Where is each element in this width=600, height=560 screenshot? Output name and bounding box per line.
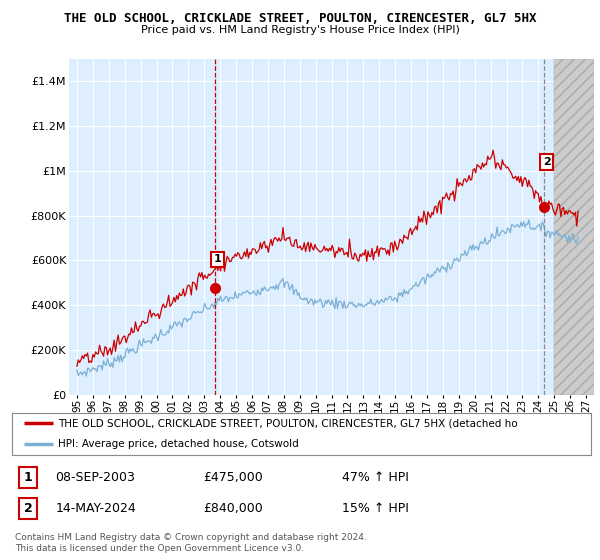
Text: 1: 1 bbox=[24, 470, 32, 484]
Text: THE OLD SCHOOL, CRICKLADE STREET, POULTON, CIRENCESTER, GL7 5HX: THE OLD SCHOOL, CRICKLADE STREET, POULTO… bbox=[64, 12, 536, 25]
Text: 47% ↑ HPI: 47% ↑ HPI bbox=[342, 470, 409, 484]
Text: 08-SEP-2003: 08-SEP-2003 bbox=[55, 470, 136, 484]
Text: 2: 2 bbox=[24, 502, 32, 515]
Text: £840,000: £840,000 bbox=[203, 502, 263, 515]
Text: HPI: Average price, detached house, Cotswold: HPI: Average price, detached house, Cots… bbox=[58, 439, 299, 449]
FancyBboxPatch shape bbox=[19, 466, 37, 488]
Text: 1: 1 bbox=[214, 254, 221, 264]
FancyBboxPatch shape bbox=[19, 498, 37, 519]
Text: 14-MAY-2024: 14-MAY-2024 bbox=[55, 502, 136, 515]
Text: £475,000: £475,000 bbox=[203, 470, 263, 484]
Text: 2: 2 bbox=[543, 157, 550, 167]
Text: THE OLD SCHOOL, CRICKLADE STREET, POULTON, CIRENCESTER, GL7 5HX (detached ho: THE OLD SCHOOL, CRICKLADE STREET, POULTO… bbox=[58, 418, 518, 428]
Bar bbox=[554, 59, 594, 395]
Text: Contains HM Land Registry data © Crown copyright and database right 2024.
This d: Contains HM Land Registry data © Crown c… bbox=[15, 533, 367, 553]
Text: Price paid vs. HM Land Registry's House Price Index (HPI): Price paid vs. HM Land Registry's House … bbox=[140, 25, 460, 35]
Text: 15% ↑ HPI: 15% ↑ HPI bbox=[342, 502, 409, 515]
